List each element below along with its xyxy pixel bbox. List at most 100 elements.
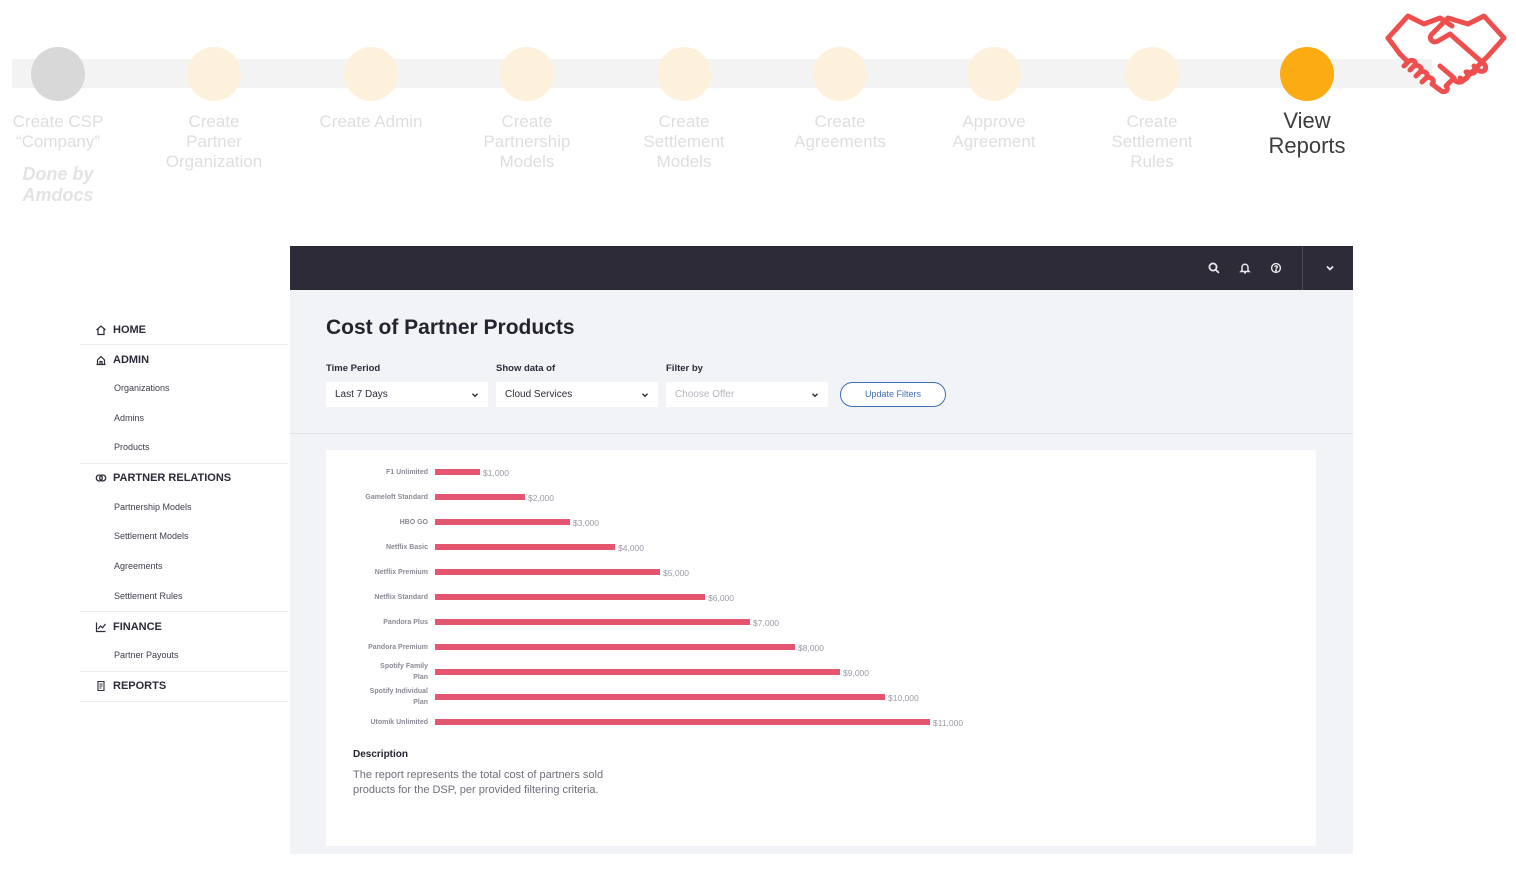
step-label: Create Settlement Models	[643, 112, 725, 171]
chevron-down-icon	[472, 393, 478, 398]
bar[interactable]	[435, 494, 525, 500]
value-label: $11,000	[933, 718, 963, 728]
sidebar-section-finance[interactable]: FINANCE	[80, 612, 288, 641]
category-label: F1 Unlimited	[386, 469, 428, 476]
description-text: The report represents the total cost of …	[353, 769, 604, 796]
category-label: Plan	[413, 699, 428, 706]
step-label: Create Partnership Models	[483, 112, 571, 171]
value-label: $1,000	[483, 468, 509, 478]
value-label: $2,000	[528, 493, 554, 503]
step-dot	[500, 47, 554, 101]
sidebar-section-home[interactable]: HOME	[80, 315, 288, 345]
category-label: Plan	[413, 674, 428, 681]
step-dot	[967, 47, 1021, 101]
step-label: Create Settlement Rules	[1111, 112, 1193, 171]
progress-track	[12, 59, 1432, 88]
help-icon[interactable]	[1268, 260, 1284, 276]
value-label: $4,000	[618, 543, 644, 553]
step-dot	[1280, 47, 1334, 101]
value-label: $3,000	[573, 518, 599, 528]
search-icon[interactable]	[1206, 260, 1222, 276]
value-label: $10,000	[888, 693, 919, 703]
filter-by-placeholder: Choose Offer	[675, 389, 735, 400]
filter-by-select[interactable]: Choose Offer	[666, 382, 828, 407]
step-dot	[813, 47, 867, 101]
time-period-select[interactable]: Last 7 Days	[326, 382, 488, 407]
partner-icon	[95, 474, 107, 482]
bar[interactable]	[435, 644, 795, 650]
bar[interactable]	[435, 569, 660, 575]
step-note: Done by Amdocs	[22, 164, 94, 205]
sidebar-item-admins[interactable]: Admins	[114, 412, 145, 423]
step-8: Create Settlement Rules	[1077, 47, 1227, 172]
time-period-label: Time Period	[326, 363, 381, 374]
chevron-down-icon[interactable]	[1322, 260, 1338, 276]
time-period-value: Last 7 Days	[335, 389, 388, 400]
bar[interactable]	[435, 544, 615, 550]
sidebar-section-label: HOME	[113, 323, 146, 336]
sidebar-section-admin[interactable]: ADMIN	[80, 345, 288, 374]
filter-by-label: Filter by	[666, 363, 703, 374]
step-1: Create CSP “Company” Done by Amdocs	[0, 47, 133, 206]
category-label: Pandora Premium	[368, 644, 428, 651]
bar[interactable]	[435, 594, 705, 600]
step-dot	[344, 47, 398, 101]
bar[interactable]	[435, 719, 930, 725]
show-data-value: Cloud Services	[505, 389, 573, 400]
page-title: Cost of Partner Products	[326, 316, 575, 339]
step-6: Create Agreements	[765, 47, 915, 152]
sidebar-section-label: FINANCE	[113, 620, 162, 633]
step-3: Create Admin	[296, 47, 446, 132]
topbar-divider	[1302, 246, 1303, 290]
step-label: Create CSP “Company”	[12, 112, 104, 151]
sidebar-item-organizations[interactable]: Organizations	[114, 383, 170, 393]
sidebar-item-agreements[interactable]: Agreements	[114, 560, 163, 571]
sidebar-section-label: PARTNER RELATIONS	[113, 472, 232, 485]
sidebar-item-products[interactable]: Products	[80, 433, 288, 464]
category-label: Utomik Unlimited	[370, 719, 428, 726]
home-icon	[96, 324, 106, 335]
value-label: $7,000	[753, 618, 779, 628]
show-data-label: Show data of	[496, 363, 556, 374]
sidebar-item-partnership-models[interactable]: Partnership Models	[114, 501, 192, 512]
step-dot	[187, 47, 241, 101]
sidebar-section-label: ADMIN	[113, 353, 150, 366]
bar[interactable]	[435, 469, 480, 475]
step-label: View Reports	[1268, 108, 1346, 158]
step-7: Approve Agreement	[919, 47, 1069, 152]
step-label: Create Admin	[319, 112, 423, 131]
handshake-icon	[1385, 13, 1507, 95]
bar[interactable]	[435, 619, 750, 625]
step-5: Create Settlement Models	[609, 47, 759, 172]
step-label: Approve Agreement	[952, 112, 1036, 151]
category-label: Spotify Family	[380, 663, 428, 670]
bar[interactable]	[435, 519, 570, 525]
chevron-down-icon	[642, 393, 648, 398]
description-title: Description	[353, 749, 409, 760]
value-label: $9,000	[843, 668, 869, 678]
sidebar-section-partner-relations[interactable]: PARTNER RELATIONS	[80, 464, 288, 493]
sidebar-item-partner-payouts[interactable]: Partner Payouts	[80, 641, 288, 672]
value-label: $6,000	[708, 593, 734, 603]
category-label: Netflix Premium	[375, 569, 428, 576]
main-content: Cost of Partner Products Time Period Sho…	[290, 290, 1353, 854]
step-2: Create Partner Organization	[139, 47, 289, 172]
category-label: Netflix Basic	[386, 544, 428, 551]
category-label: HBO GO	[400, 519, 429, 526]
chart-line-icon	[95, 622, 106, 632]
top-bar	[290, 246, 1353, 290]
sidebar-item-settlement-models[interactable]: Settlement Models	[114, 531, 189, 542]
update-filters-button[interactable]: Update Filters	[840, 382, 946, 407]
chevron-down-icon	[812, 393, 818, 398]
category-label: Pandora Plus	[383, 619, 428, 626]
show-data-select[interactable]: Cloud Services	[496, 382, 658, 407]
sidebar-item-settlement-rules[interactable]: Settlement Rules	[80, 582, 288, 613]
bar[interactable]	[435, 694, 885, 700]
step-4: Create Partnership Models	[452, 47, 602, 172]
category-label: Gameloft Standard	[365, 494, 428, 501]
bell-icon[interactable]	[1237, 260, 1253, 276]
bar[interactable]	[435, 669, 840, 675]
sidebar-section-reports[interactable]: REPORTS	[80, 672, 288, 702]
category-label: Spotify Individual	[370, 688, 428, 695]
value-label: $8,000	[798, 643, 824, 653]
